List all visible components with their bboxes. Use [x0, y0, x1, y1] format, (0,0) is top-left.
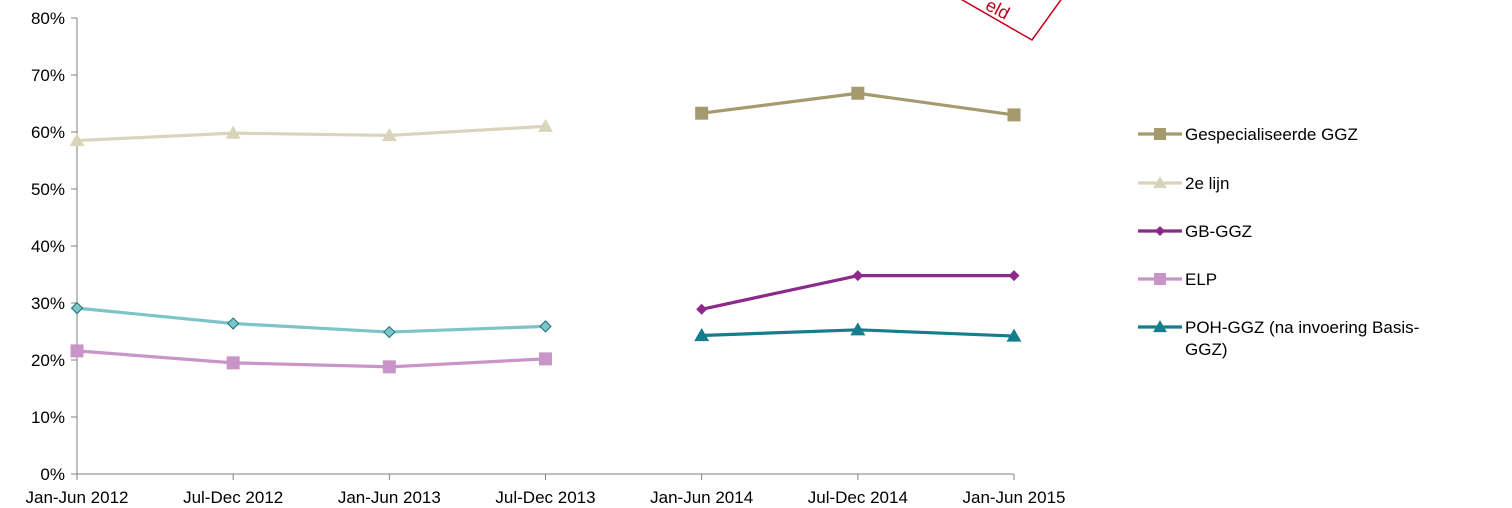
- stamp-text: eld: [982, 0, 1013, 24]
- legend-marker: [1153, 176, 1167, 189]
- y-tick-label: 0%: [40, 465, 65, 484]
- legend-item: GB-GGZ: [1138, 222, 1252, 241]
- x-tick-label: Jul-Dec 2014: [808, 488, 908, 507]
- legend-label: ELP: [1185, 270, 1217, 289]
- data-point: [1008, 270, 1020, 282]
- y-tick-label: 70%: [31, 66, 65, 85]
- data-point: [539, 352, 552, 366]
- x-tick-label: Jul-Dec 2012: [183, 488, 283, 507]
- data-point: [383, 325, 396, 339]
- data-point: [70, 301, 84, 315]
- stamp-border: [960, 0, 1062, 41]
- legend-item: ELP: [1138, 270, 1217, 289]
- legend: Gespecialiseerde GGZ 2e lijn GB-GGZ ELP POH-…: [1138, 125, 1419, 359]
- legend-marker: [1153, 320, 1167, 333]
- series-5: [70, 301, 552, 339]
- legend-label-line: GGZ): [1185, 340, 1228, 359]
- y-tick-label: 80%: [31, 9, 65, 28]
- fictitious-example-stamp: eld: [960, 0, 1062, 41]
- x-tick-label: Jan-Jun 2013: [338, 488, 441, 507]
- series-layer: [69, 86, 1022, 374]
- series-line: [76, 124, 546, 143]
- data-point: [226, 356, 240, 370]
- legend-item: Gespecialiseerde GGZ: [1138, 125, 1358, 144]
- series-4: [694, 322, 1022, 342]
- x-tick-label: Jan-Jun 2012: [25, 488, 128, 507]
- data-point: [539, 320, 552, 333]
- data-point: [850, 322, 866, 336]
- y-tick-label: 30%: [31, 294, 65, 313]
- legend-label: POH-GGZ (na invoering Basis- GGZ): [1185, 318, 1419, 359]
- y-tick-label: 20%: [31, 351, 65, 370]
- legend-label: 2e lijn: [1185, 174, 1229, 193]
- y-tick-label: 10%: [31, 408, 65, 427]
- x-tick-label: Jan-Jun 2015: [962, 488, 1065, 507]
- data-point: [694, 328, 710, 342]
- legend-label-line: POH-GGZ (na invoering Basis-: [1185, 318, 1419, 337]
- data-point: [69, 133, 85, 147]
- legend-item: POH-GGZ (na invoering Basis- GGZ): [1138, 318, 1419, 359]
- legend-marker: [1154, 128, 1166, 140]
- y-tick-label: 50%: [31, 180, 65, 199]
- data-point: [381, 127, 397, 142]
- series-line: [76, 306, 546, 334]
- data-point: [1007, 108, 1021, 122]
- legend-label: Gespecialiseerde GGZ: [1185, 125, 1358, 144]
- x-tick-label: Jan-Jun 2014: [650, 488, 753, 507]
- x-tick-label: Jul-Dec 2013: [495, 488, 595, 507]
- legend-marker: [1155, 226, 1165, 236]
- data-point: [852, 270, 864, 282]
- series-line: [76, 349, 546, 369]
- series-1: [69, 118, 553, 147]
- y-tick-label: 60%: [31, 123, 65, 142]
- data-point: [382, 360, 396, 374]
- data-point: [1006, 328, 1022, 342]
- data-point: [70, 344, 84, 358]
- data-point: [696, 303, 708, 315]
- y-tick-label: 40%: [31, 237, 65, 256]
- axes: 0% 10% 20% 30% 40% 50% 60% 70% 80% Jan-Jun 2012 Ju…: [25, 9, 1065, 507]
- data-point: [225, 125, 241, 139]
- series-0: [695, 86, 1021, 122]
- data-point: [695, 106, 709, 120]
- series-2: [696, 270, 1020, 315]
- data-point: [226, 317, 240, 330]
- data-point: [538, 118, 553, 132]
- series-3: [70, 344, 552, 374]
- legend-label: GB-GGZ: [1185, 222, 1252, 241]
- legend-item: 2e lijn: [1138, 174, 1229, 193]
- legend-marker: [1154, 273, 1166, 285]
- data-point: [851, 86, 865, 100]
